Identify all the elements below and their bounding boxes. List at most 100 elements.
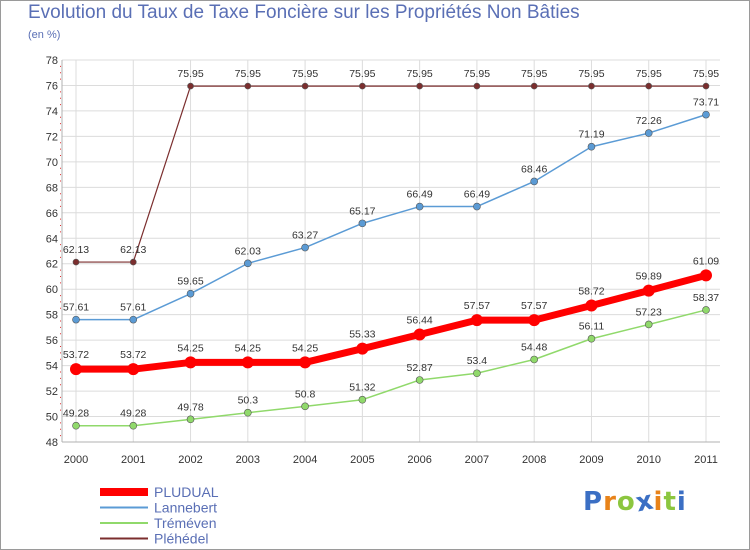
data-point-tremeven [587, 334, 596, 343]
data-point-tremeven [244, 408, 252, 417]
y-tick-label: 72 [46, 131, 58, 143]
data-label-pludual: 53.72 [63, 349, 89, 361]
data-label-lannebert: 62.03 [235, 245, 261, 257]
y-tick-label: 50 [46, 412, 58, 424]
logo-letter: o [616, 487, 636, 517]
data-point-pludual [470, 314, 483, 327]
x-tick-label: 2001 [121, 454, 145, 466]
y-tick-label: 48 [46, 437, 58, 449]
data-label-lannebert: 57.61 [63, 302, 89, 314]
data-point-tremeven [129, 421, 138, 430]
data-label-plehedel: 75.95 [636, 68, 662, 80]
data-label-plehedel: 75.95 [349, 68, 375, 80]
data-label-lannebert: 57.61 [120, 302, 146, 314]
data-point-plehedel [359, 82, 366, 90]
x-tick-label: 2007 [465, 454, 489, 466]
data-point-plehedel [72, 258, 80, 266]
x-tick-label: 2005 [350, 454, 374, 466]
data-point-lannebert [644, 129, 653, 137]
data-label-lannebert: 71.19 [578, 129, 604, 141]
data-label-pludual: 56.44 [406, 315, 432, 327]
logo-letter: r [603, 487, 617, 517]
data-point-pludual [585, 299, 598, 312]
x-tick-label: 2000 [64, 454, 88, 466]
y-tick-label: 78 [46, 55, 58, 67]
data-point-plehedel [530, 82, 538, 90]
data-point-tremeven [473, 369, 481, 378]
data-label-plehedel: 75.95 [578, 68, 604, 80]
data-point-pludual [413, 328, 426, 341]
data-point-tremeven [702, 306, 710, 314]
data-point-pludual [70, 363, 82, 376]
data-point-pludual [528, 314, 541, 327]
data-label-tremeven: 49.28 [63, 408, 89, 420]
series-line-lannebert [75, 113, 707, 321]
data-point-lannebert [415, 202, 424, 211]
legend-label-plehedel: Pléhédel [154, 531, 209, 547]
data-label-lannebert: 63.27 [292, 230, 318, 242]
x-tick-label: 2009 [579, 454, 603, 466]
data-point-tremeven [415, 376, 424, 384]
data-label-lannebert: 65.17 [349, 205, 375, 217]
data-point-plehedel [301, 82, 309, 90]
data-label-plehedel: 75.95 [693, 68, 719, 80]
data-label-tremeven: 54.48 [521, 341, 547, 353]
data-label-lannebert: 59.65 [177, 276, 203, 288]
data-label-plehedel: 75.95 [521, 68, 547, 80]
logo-letter: t [663, 487, 677, 517]
legend-label-lannebert: Lannebert [154, 500, 217, 516]
y-tick-label: 56 [46, 335, 58, 347]
x-tick-label: 2002 [178, 454, 202, 466]
data-label-pludual: 61.09 [693, 255, 719, 267]
logo-letter: i [653, 487, 664, 517]
data-point-pludual [184, 356, 197, 369]
data-label-tremeven: 50.3 [238, 395, 259, 407]
y-tick-label: 66 [46, 208, 58, 220]
data-point-pludual [642, 284, 655, 297]
plot-area [62, 60, 720, 442]
data-label-tremeven: 51.32 [349, 382, 375, 394]
data-point-pludual [700, 269, 712, 282]
data-label-plehedel: 75.95 [406, 68, 432, 80]
data-label-lannebert: 66.49 [406, 189, 432, 201]
data-label-tremeven: 53.4 [467, 355, 488, 367]
series-line-tremeven [75, 309, 707, 427]
data-label-pludual: 55.33 [349, 329, 375, 341]
data-label-pludual: 57.57 [464, 300, 490, 312]
data-point-pludual [299, 356, 312, 369]
data-label-plehedel: 75.95 [177, 68, 203, 80]
data-point-lannebert [186, 289, 195, 298]
data-label-pludual: 59.89 [636, 271, 662, 283]
chart-subtitle: (en %) [28, 29, 61, 41]
data-label-plehedel: 75.95 [464, 68, 490, 80]
y-tick-label: 62 [46, 259, 58, 271]
logo-letter: P [583, 487, 604, 517]
y-tick-label: 68 [46, 182, 58, 194]
data-point-lannebert [301, 243, 309, 252]
x-tick-label: 2003 [236, 454, 260, 466]
y-tick-label: 52 [46, 386, 58, 398]
data-label-tremeven: 52.87 [406, 362, 432, 374]
data-label-pludual: 54.25 [235, 342, 261, 354]
data-label-tremeven: 58.37 [693, 292, 719, 304]
data-point-lannebert [702, 110, 710, 119]
x-tick-label: 2006 [407, 454, 431, 466]
data-label-pludual: 53.72 [120, 349, 146, 361]
data-point-lannebert [129, 315, 138, 324]
data-label-lannebert: 73.71 [693, 97, 719, 109]
data-point-tremeven [358, 395, 367, 404]
data-label-plehedel: 62.13 [63, 244, 89, 256]
data-label-lannebert: 68.46 [521, 163, 547, 175]
data-point-pludual [356, 342, 369, 355]
data-point-tremeven [530, 355, 538, 364]
data-label-pludual: 54.25 [177, 342, 203, 354]
data-point-plehedel [645, 82, 653, 90]
data-label-tremeven: 50.8 [295, 388, 316, 400]
data-label-tremeven: 57.23 [636, 306, 662, 318]
data-point-tremeven [72, 421, 80, 430]
series-line-plehedel [75, 85, 707, 263]
data-label-plehedel: 75.95 [292, 68, 318, 80]
y-tick-label: 60 [46, 284, 58, 296]
data-label-pludual: 58.72 [578, 285, 604, 297]
